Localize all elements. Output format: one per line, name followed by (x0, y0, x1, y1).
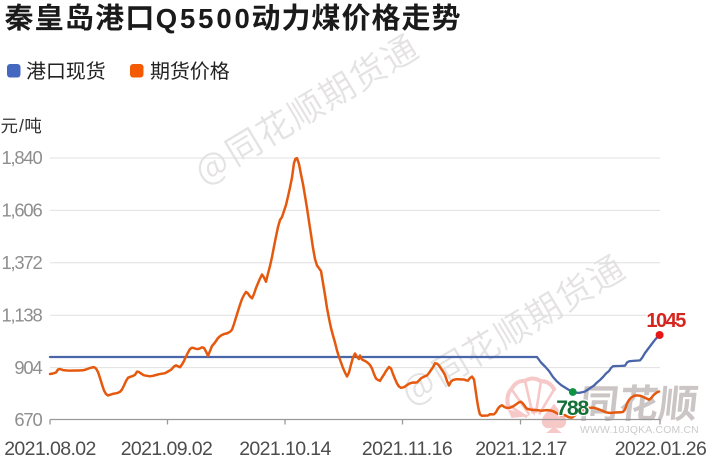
svg-text:2021.12.17: 2021.12.17 (475, 438, 567, 460)
svg-text:1,606: 1,606 (1, 200, 42, 221)
svg-text:2021.11.16: 2021.11.16 (362, 438, 452, 460)
svg-text:1,138: 1,138 (1, 304, 42, 325)
svg-text:/: / (19, 116, 24, 136)
svg-text:670: 670 (14, 409, 42, 430)
svg-text:2021.10.14: 2021.10.14 (239, 438, 331, 460)
svg-text:2021.09.02: 2021.09.02 (121, 438, 213, 460)
svg-text:904: 904 (14, 357, 42, 378)
svg-text:Q5500: Q5500 (156, 3, 253, 34)
svg-text:1,840: 1,840 (1, 147, 42, 168)
svg-text:1045: 1045 (646, 310, 686, 332)
svg-text:1,372: 1,372 (1, 252, 42, 273)
svg-text:WWW.10JQKA.COM.CN: WWW.10JQKA.COM.CN (580, 425, 699, 436)
svg-text:2022.01.26: 2022.01.26 (615, 438, 707, 460)
svg-text:788: 788 (556, 396, 589, 420)
svg-text:2021.08.02: 2021.08.02 (4, 438, 96, 460)
